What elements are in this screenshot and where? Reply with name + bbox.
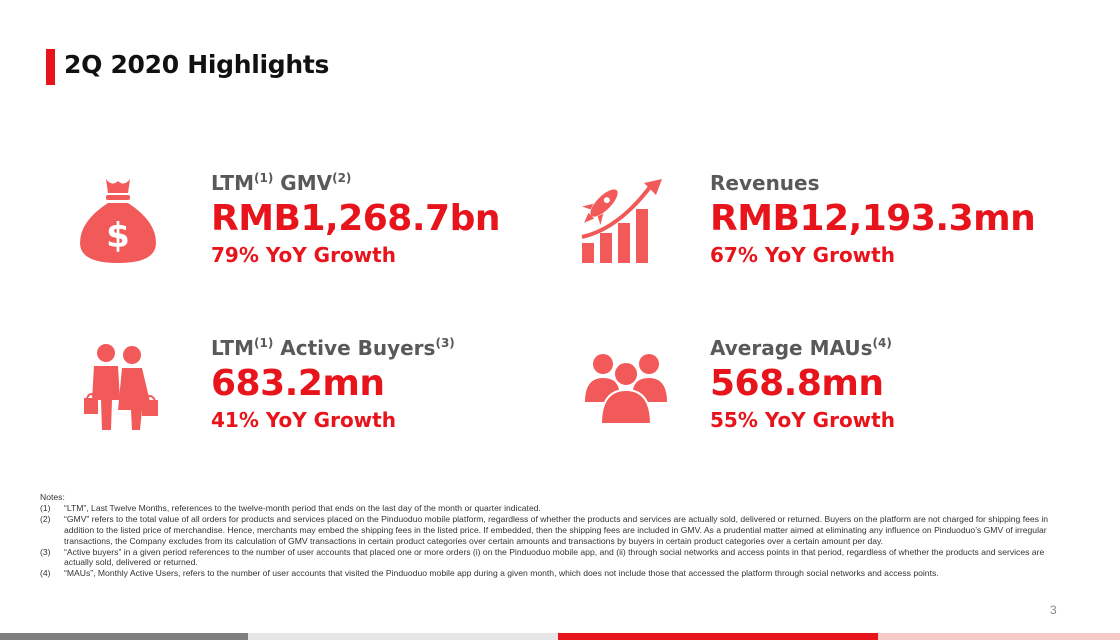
footnote-number: (3) <box>40 546 51 557</box>
kpi-buyers-growth: 41% YoY Growth <box>211 408 396 432</box>
kpi-buyers-label: LTM(1) Active Buyers(3) <box>211 336 455 360</box>
footnote-ref: (1) <box>253 336 274 350</box>
footnote-ref: (1) <box>253 171 274 185</box>
footnote-text: “LTM”, Last Twelve Months, references to… <box>64 502 541 513</box>
footnote-item: (3) “Active buyers” in a given period re… <box>40 547 1050 569</box>
notes-heading: Notes: <box>40 492 65 502</box>
footnotes: Notes: (1) “LTM”, Last Twelve Months, re… <box>40 492 1050 579</box>
footnote-ref: (2) <box>332 171 352 185</box>
footer-stripe-gray <box>0 633 248 640</box>
page-title: 2Q 2020 Highlights <box>64 50 330 79</box>
kpi-gmv-label: LTM(1) GMV(2) <box>211 171 500 195</box>
average-maus-text: Average MAUs <box>710 336 873 360</box>
footer-stripe-light <box>248 633 558 640</box>
footnote-text: “Active buyers” in a given period refere… <box>64 546 1045 568</box>
kpi-gmv: LTM(1) GMV(2) RMB1,268.7bn 79% YoY Growt… <box>211 171 500 267</box>
ltm-text: LTM <box>211 336 254 360</box>
footer-stripe-pink <box>878 633 1120 640</box>
ltm-text: LTM <box>211 171 254 195</box>
footnote-item: (4) “MAUs”, Monthly Active Users, refers… <box>40 568 1050 579</box>
footnote-number: (1) <box>40 502 51 513</box>
kpi-revenues-growth: 67% YoY Growth <box>710 243 895 267</box>
shoppers-icon <box>84 344 158 430</box>
footnote-text: “GMV” refers to the total value of all o… <box>64 513 1049 546</box>
footnote-item: (2) “GMV” refers to the total value of a… <box>40 514 1050 547</box>
footnote-number: (4) <box>40 568 51 579</box>
users-group-icon <box>585 354 667 425</box>
kpi-maus-label: Average MAUs(4) <box>710 336 895 360</box>
page-number: 3 <box>1050 603 1057 617</box>
kpi-maus-growth: 55% YoY Growth <box>710 408 895 432</box>
kpi-gmv-value: RMB1,268.7bn <box>211 198 500 239</box>
kpi-buyers: LTM(1) Active Buyers(3) 683.2mn 41% YoY … <box>211 336 455 432</box>
title-accent-bar <box>46 49 55 85</box>
kpi-revenues: Revenues RMB12,193.3mn 67% YoY Growth <box>710 171 1036 267</box>
kpi-gmv-growth: 79% YoY Growth <box>211 243 396 267</box>
kpi-revenues-label: Revenues <box>710 171 820 195</box>
rocket-chart-icon <box>581 179 662 263</box>
footnote-ref: (4) <box>872 336 892 350</box>
footer-stripe-red <box>558 633 878 640</box>
money-bag-icon: $ <box>80 179 156 263</box>
footnote-ref: (3) <box>435 336 455 350</box>
kpi-maus: Average MAUs(4) 568.8mn 55% YoY Growth <box>710 336 895 432</box>
kpi-maus-value: 568.8mn <box>710 363 884 404</box>
kpi-buyers-value: 683.2mn <box>211 363 385 404</box>
svg-text:$: $ <box>106 216 130 256</box>
footnote-number: (2) <box>40 513 51 524</box>
kpi-revenues-value: RMB12,193.3mn <box>710 198 1036 239</box>
active-buyers-text: Active Buyers <box>273 336 436 360</box>
footnote-text: “MAUs”, Monthly Active Users, refers to … <box>64 568 939 579</box>
footnote-item: (1) “LTM”, Last Twelve Months, reference… <box>40 503 1050 514</box>
gmv-text: GMV <box>273 171 333 195</box>
